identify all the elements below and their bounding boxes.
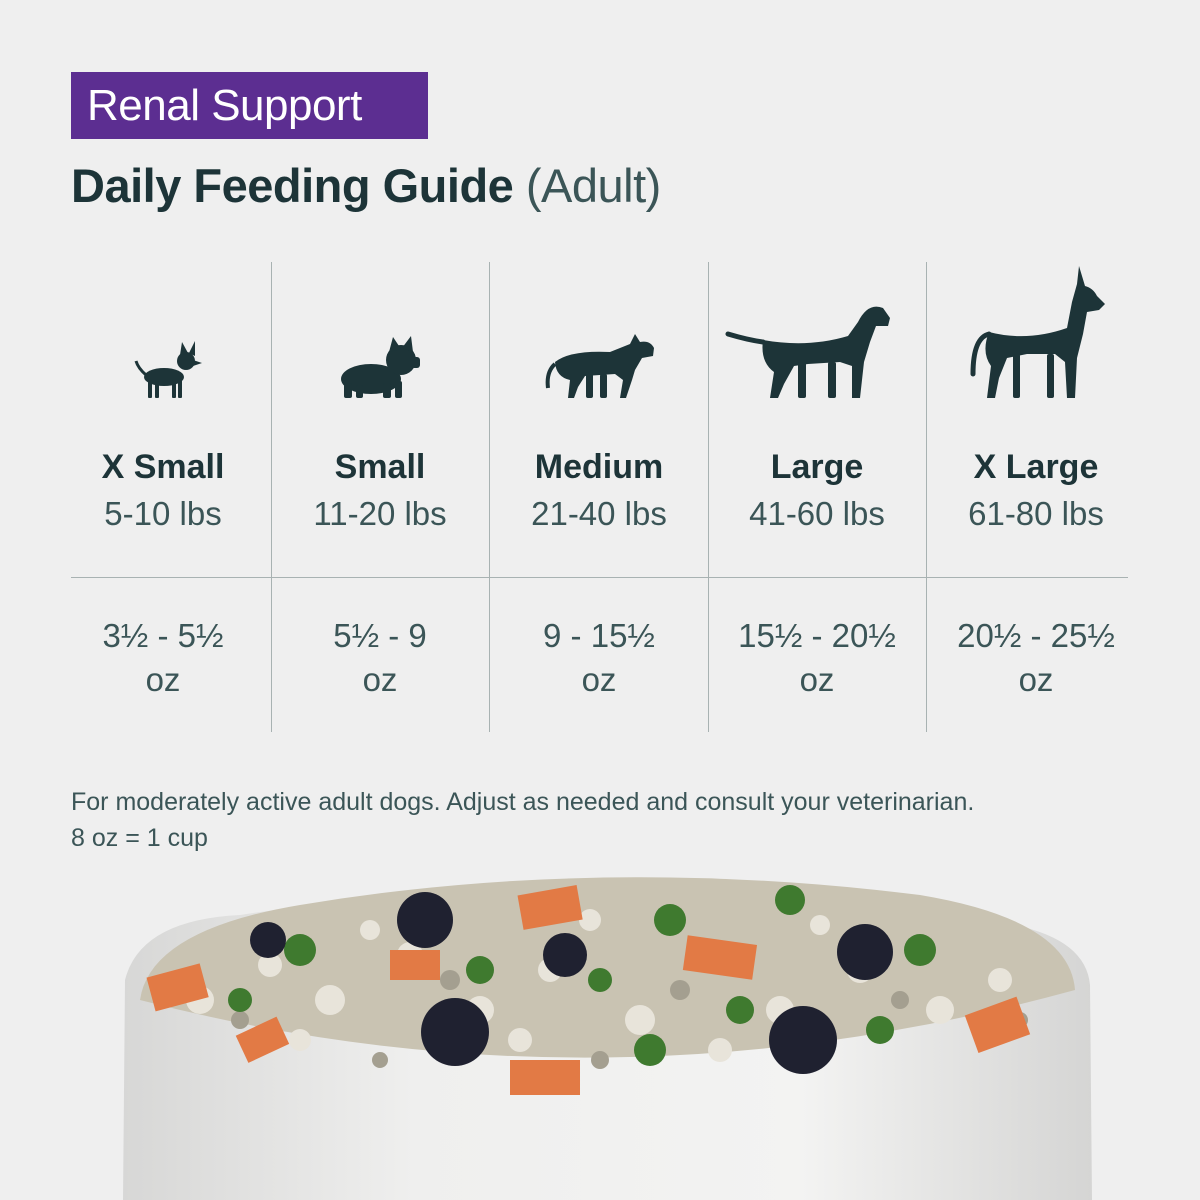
weight-range: 21-40 lbs [531,495,667,532]
note-line: For moderately active adult dogs. Adjust… [71,788,975,816]
title-main: Daily Feeding Guide [71,159,514,212]
weight-range: 61-80 lbs [968,495,1104,532]
amount-unit: oz [799,661,835,698]
weight-range: 5-10 lbs [104,495,222,532]
amount-value: 3½ - 5½ [102,617,224,654]
great-dane-icon [970,266,1105,398]
feeding-amount: 9 - 15½ oz [490,614,708,702]
labrador-icon [725,306,890,398]
size-column-small: Small 11-20 lbs 5½ - 9 oz [271,262,489,732]
size-name: X Large [973,448,1099,486]
chihuahua-icon [134,341,202,398]
row-divider [71,577,1128,578]
size-name: Large [770,448,864,486]
column-divider [708,262,709,732]
feeding-note: For moderately active adult dogs. Adjust… [71,784,974,856]
page-title: Daily Feeding Guide (Adult) [71,158,661,213]
food-bowl-image [123,877,1092,1200]
french-bulldog-icon [341,336,420,398]
size-name: Medium [534,448,664,486]
feeding-amount: 20½ - 25½ oz [927,614,1145,702]
size-name: X Small [101,448,225,486]
weight-range: 41-60 lbs [749,495,885,532]
feeding-table: X Small 5-10 lbs 3½ - 5½ oz Small 11-20 l… [71,262,1128,732]
size-column-x-small: X Small 5-10 lbs 3½ - 5½ oz [54,262,272,732]
column-divider [926,262,927,732]
product-badge: Renal Support [71,72,428,139]
size-column-large: Large 41-60 lbs 15½ - 20½ oz [708,262,926,732]
amount-value: 5½ - 9 [333,617,427,654]
size-column-medium: Medium 21-40 lbs 9 - 15½ oz [490,262,708,732]
amount-value: 9 - 15½ [543,617,655,654]
feeding-amount: 5½ - 9 oz [271,614,489,702]
amount-unit: oz [581,661,617,698]
size-column-x-large: X Large 61-80 lbs 20½ - 25½ oz [927,262,1145,732]
title-suffix: (Adult) [525,159,661,212]
amount-unit: oz [362,661,398,698]
feeding-amount: 3½ - 5½ oz [54,614,272,702]
amount-unit: oz [145,661,181,698]
pitbull-icon [545,334,654,398]
amount-value: 20½ - 25½ [957,617,1115,654]
column-divider [271,262,272,732]
column-divider [489,262,490,732]
amount-unit: oz [1018,661,1054,698]
weight-range: 11-20 lbs [313,495,447,532]
amount-value: 15½ - 20½ [738,617,896,654]
feeding-amount: 15½ - 20½ oz [708,614,926,702]
size-name: Small [334,448,426,486]
conversion-note: 8 oz = 1 cup [71,824,208,852]
